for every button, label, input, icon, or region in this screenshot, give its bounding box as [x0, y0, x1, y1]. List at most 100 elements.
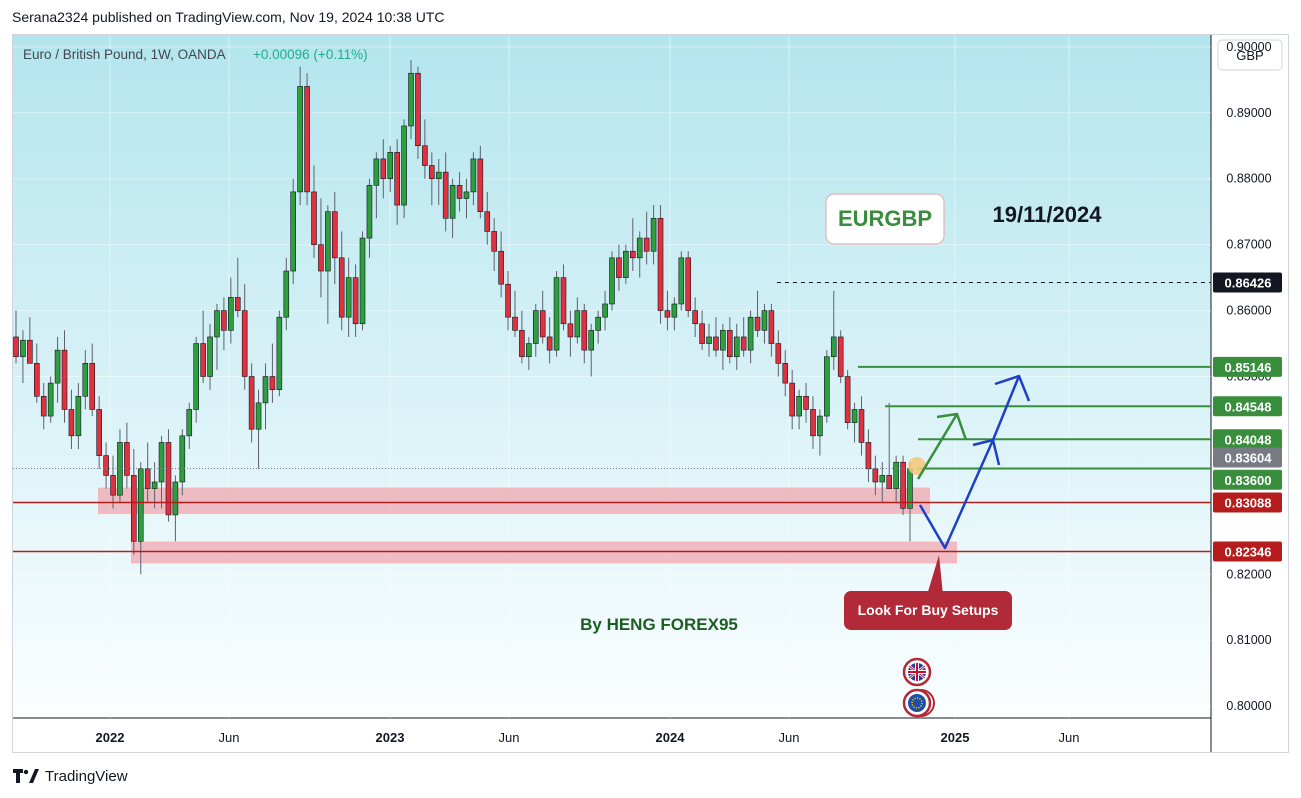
candle-body [172, 481, 179, 516]
candle-body [429, 165, 435, 180]
candle-body [539, 310, 546, 338]
candle-body [338, 257, 345, 318]
candle-body [595, 316, 601, 331]
candle-body [588, 330, 595, 351]
candle-body [692, 310, 698, 325]
candle-body [463, 191, 470, 199]
candle-body [193, 343, 199, 410]
candle-body [297, 86, 303, 193]
support-zones [98, 487, 957, 564]
candle-body [228, 297, 234, 331]
candle-body [546, 336, 553, 351]
price-label-box [1213, 429, 1282, 450]
candle-body [40, 395, 47, 417]
candle-body [879, 475, 886, 483]
candle-body [623, 250, 629, 278]
candle-body [380, 158, 387, 180]
price-label: 0.83088 [1225, 496, 1272, 511]
candle-body [165, 442, 172, 516]
candle-body [699, 323, 705, 344]
candle-body [137, 468, 144, 542]
candle-body [886, 475, 893, 489]
candle-body [532, 310, 539, 344]
candle-body [401, 125, 407, 206]
candle-body [817, 415, 823, 437]
candle-body [782, 363, 789, 384]
candle-body [685, 257, 692, 311]
candle-body [151, 481, 158, 489]
price-axis: 0.800000.810000.820000.850000.860000.870… [1226, 40, 1271, 713]
candle-body [179, 435, 186, 483]
candle-body [574, 310, 581, 338]
candle-body [408, 72, 414, 127]
y-tick-label: 0.81000 [1226, 633, 1271, 647]
chart-panel[interactable]: Euro / British Pound, 1W, OANDA +0.00096… [12, 34, 1289, 753]
candle-body [276, 316, 283, 390]
y-tick-label: 0.82000 [1226, 567, 1271, 581]
callout: Look For Buy Setups [844, 555, 1012, 630]
candle-body [803, 395, 809, 410]
candle-body [33, 363, 40, 397]
candle-body [200, 343, 206, 377]
footer-brand: TradingView [45, 767, 128, 785]
candle-body [110, 475, 116, 496]
blue-arrow-line [918, 375, 1021, 550]
candle-body [491, 231, 497, 252]
price-change: +0.00096 (+0.11%) [253, 47, 368, 62]
price-label: 0.86426 [1225, 275, 1272, 290]
candle-body [117, 442, 123, 496]
candle-body [449, 185, 456, 219]
uk-flag-icon[interactable] [902, 657, 932, 687]
y-tick-label: 0.87000 [1226, 238, 1271, 252]
candle-body [740, 336, 747, 351]
currency-button[interactable]: GBP [1217, 39, 1283, 71]
candle-body [505, 283, 511, 318]
eu-flag-icon[interactable] [902, 688, 935, 718]
candle-body [144, 468, 151, 489]
candle-body [650, 217, 657, 252]
green-arrow-line [916, 413, 959, 480]
candle-body [82, 363, 89, 397]
candle-body [567, 323, 574, 338]
candle-body [713, 336, 719, 351]
candle-body [865, 442, 872, 470]
candle-body [234, 297, 241, 311]
candle-body [470, 158, 477, 193]
candle-body [269, 376, 276, 390]
candle-body [387, 152, 394, 180]
candle-body [830, 336, 837, 358]
candle-body [498, 250, 504, 285]
candle-body [733, 336, 740, 358]
price-label: 0.84048 [1225, 432, 1272, 447]
candle-body [89, 363, 96, 410]
title-text: EURGBP [838, 206, 932, 231]
x-tick-label: 2022 [96, 730, 125, 745]
candle-body [103, 455, 109, 476]
candle-body [706, 336, 712, 344]
candle-body [616, 257, 622, 278]
symbol-info: Euro / British Pound, 1W, OANDA [23, 47, 226, 62]
price-label-box [1213, 492, 1282, 513]
candle-body [824, 356, 830, 417]
candle-body [560, 277, 567, 325]
price-label-box [1213, 272, 1282, 293]
candle-body [325, 211, 331, 272]
eurgbp-chart[interactable]: Euro / British Pound, 1W, OANDA +0.00096… [13, 35, 1289, 753]
candle-body [207, 336, 213, 377]
candle-body [248, 376, 255, 430]
candle-body [581, 310, 588, 351]
candles [13, 60, 913, 575]
price-labels: 0.86426 0.85146 0.84548 0.84048 0.83604 0.836… [1213, 272, 1282, 562]
candle-body [345, 277, 352, 318]
candle-body [900, 461, 906, 509]
currency-label: GBP [1236, 48, 1263, 63]
price-label-box [1213, 356, 1282, 377]
footer-logo[interactable]: TradingView [13, 766, 128, 786]
price-label: 0.82346 [1225, 544, 1272, 559]
candle-body [20, 339, 26, 358]
price-label: 0.84548 [1225, 399, 1272, 414]
candle-body [359, 237, 366, 325]
candle-body [366, 185, 373, 239]
candle-body [837, 336, 844, 377]
candle-body [893, 461, 899, 489]
